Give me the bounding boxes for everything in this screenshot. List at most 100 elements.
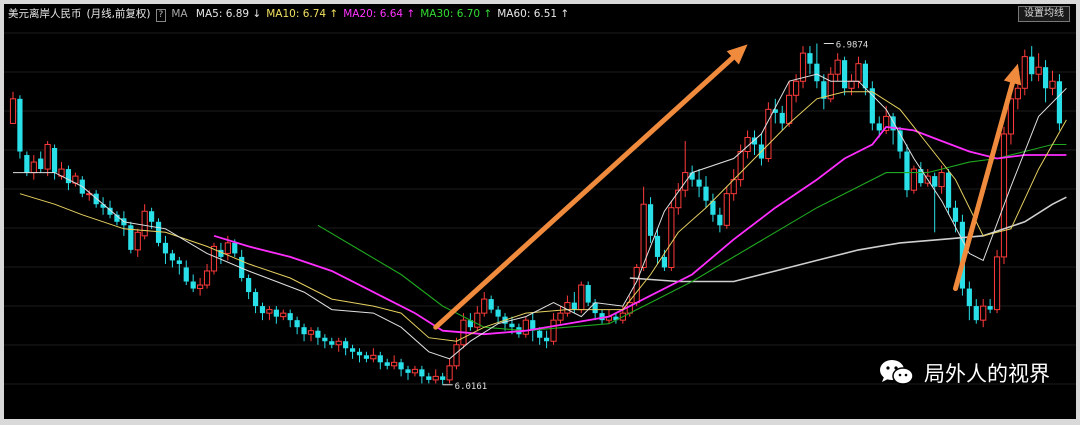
candle-body: [654, 235, 661, 257]
candle-body: [432, 375, 439, 381]
candle-body: [550, 319, 557, 342]
candle-body: [918, 169, 924, 184]
candle-body: [827, 73, 834, 100]
ma-item-ma10: MA10: 6.74 ↑: [266, 8, 339, 20]
candle-body: [391, 361, 398, 367]
candle-body: [149, 211, 155, 222]
candle-body: [640, 203, 647, 268]
candle-body: [980, 305, 987, 321]
annotation-label-high: 6.9874: [836, 41, 869, 51]
candle-body: [356, 351, 363, 356]
candle-body: [155, 221, 162, 243]
candle-body: [869, 88, 875, 124]
candle-body: [203, 270, 211, 286]
candle-body: [38, 158, 44, 170]
candle-body: [717, 214, 723, 226]
candle-body: [710, 200, 716, 215]
candle-body: [349, 348, 356, 352]
candle-body: [938, 172, 945, 188]
candle-body: [855, 63, 862, 82]
candle-body: [210, 245, 218, 272]
candle-body: [613, 316, 619, 321]
ma-settings-button[interactable]: 设置均线: [1018, 6, 1070, 22]
candle-body: [772, 109, 778, 113]
ma-item-ma60: MA60: 6.51 ↑: [497, 8, 570, 20]
candle-body: [65, 169, 72, 184]
candle-body: [24, 155, 30, 173]
candle-body: [799, 52, 807, 82]
candle-body: [932, 176, 938, 187]
candle-body: [51, 148, 58, 173]
ma5-line: [13, 73, 1067, 360]
candle-body: [307, 330, 315, 335]
candle-body: [453, 344, 460, 367]
candle-body: [114, 214, 120, 222]
ma-item-ma20: MA20: 6.64 ↑: [343, 8, 416, 20]
candle-body: [522, 319, 529, 335]
candle-body: [329, 341, 335, 345]
candle-body: [1021, 56, 1028, 89]
candle-body: [544, 337, 550, 342]
candle-body: [259, 306, 266, 314]
candle-body: [779, 112, 785, 124]
candle-body: [246, 278, 252, 293]
candle-body: [169, 253, 175, 261]
candle-body: [197, 284, 204, 290]
candle-body: [224, 242, 231, 254]
candle-body: [474, 312, 481, 328]
candle-body: [294, 320, 300, 328]
ma30-line: [317, 143, 1067, 332]
ma20-line: [213, 125, 1067, 336]
candle-body: [467, 320, 473, 328]
candle-body: [578, 284, 585, 311]
trend-arrow-shaft: [952, 80, 1016, 292]
candle-body: [842, 60, 848, 89]
candle-body: [834, 59, 841, 75]
symbol-label: 美元离岸人民币: [8, 8, 82, 20]
candle-body: [370, 354, 377, 360]
candle-body: [564, 302, 571, 314]
candle-body: [751, 137, 758, 145]
help-icon[interactable]: ?: [155, 9, 167, 22]
watermark-text: 局外人的视界: [924, 362, 1050, 386]
candle-body: [1042, 67, 1049, 89]
candle-body: [904, 151, 910, 191]
candle-body: [440, 376, 446, 380]
candle-body: [44, 143, 51, 170]
candle-body: [509, 323, 515, 328]
watermark: 局外人的视界: [878, 355, 1050, 391]
candle-body: [100, 204, 106, 208]
candle-body: [9, 98, 17, 124]
candle-body: [218, 249, 224, 257]
candle-body: [661, 256, 668, 268]
candle-body: [232, 242, 238, 254]
candle-body: [890, 116, 896, 131]
candle-body: [315, 330, 321, 338]
candle-body: [183, 267, 189, 282]
candle-body: [973, 306, 979, 321]
candle-body: [384, 362, 390, 366]
candle-body: [252, 292, 259, 307]
candle-body: [287, 313, 293, 321]
candle-body: [599, 313, 605, 321]
candle-body: [17, 98, 23, 152]
ma-item-ma5: MA5: 6.89 ↓: [195, 8, 262, 20]
candle-body: [647, 204, 654, 236]
candle-body: [952, 207, 959, 222]
candle-body: [910, 168, 917, 191]
candle-body: [1007, 98, 1015, 135]
candle-body: [814, 63, 820, 82]
candle-body: [723, 193, 730, 226]
candle-body: [266, 309, 273, 314]
candle-body: [897, 130, 903, 152]
candle-body: [1049, 80, 1056, 89]
trend-arrow-head: [1003, 63, 1022, 86]
candle-body: [703, 186, 709, 201]
candle-body: [1000, 133, 1008, 258]
candle-body: [239, 256, 245, 278]
candle-body: [30, 161, 37, 174]
ma-legend: 美元离岸人民币 (月线,前复权)? MA MA5: 6.89 ↓ MA10: 6.74…: [8, 6, 579, 22]
candle-body: [807, 53, 813, 64]
